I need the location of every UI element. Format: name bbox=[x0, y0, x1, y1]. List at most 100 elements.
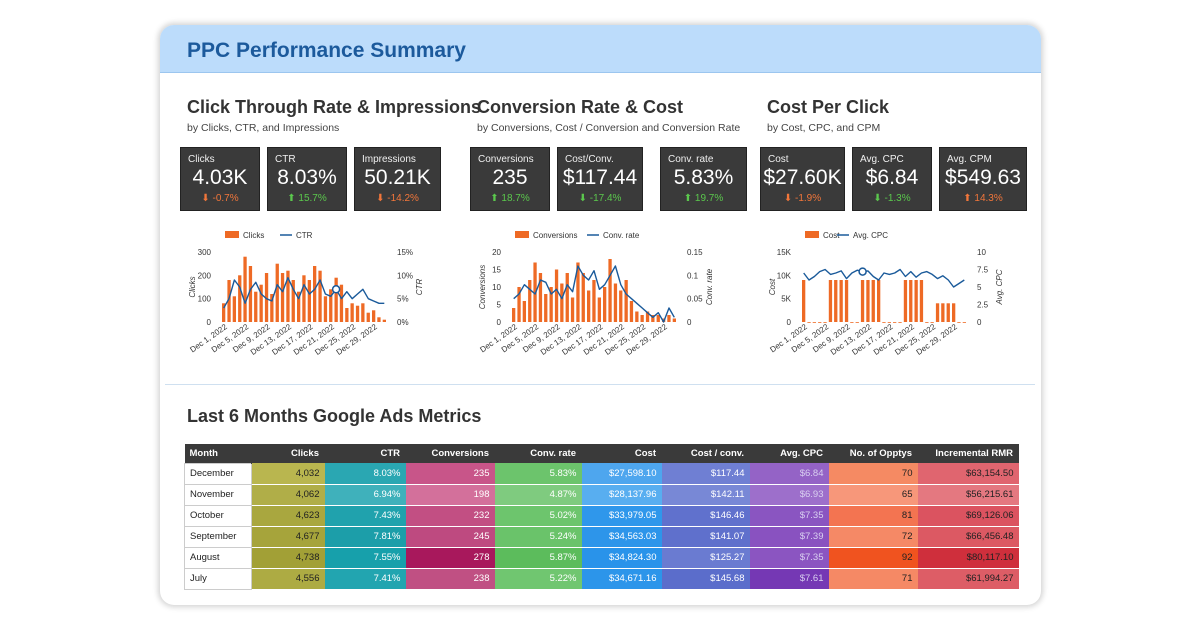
column-header[interactable]: Conversions bbox=[405, 444, 495, 463]
chart-bar bbox=[656, 315, 660, 322]
kpi-card-conversions[interactable]: Conversions 235 ⬆ 18.7% bbox=[470, 147, 550, 211]
arrow-up-icon: ⬆ bbox=[683, 193, 693, 204]
table-row: August 4,738 7.55% 278 5.87% $34,824.30 $125.2… bbox=[184, 546, 1019, 569]
chart-bar bbox=[645, 311, 650, 322]
column-header[interactable]: No. of Opptys bbox=[828, 444, 918, 463]
column-header[interactable]: CTR bbox=[324, 444, 406, 463]
metric-cell: 5.24% bbox=[494, 526, 582, 548]
chart-bar bbox=[264, 273, 269, 322]
kpi-change: ⬇ -1.9% bbox=[761, 193, 844, 204]
chart-bar bbox=[624, 280, 628, 322]
chart-bar bbox=[323, 296, 328, 322]
y2-tick-label: 0.05 bbox=[687, 295, 703, 304]
kpi-value: $117.44 bbox=[562, 166, 638, 189]
chart-bar bbox=[909, 280, 913, 322]
chart-line bbox=[803, 268, 965, 288]
chart-bar bbox=[812, 322, 816, 323]
table-row: October 4,623 7.43% 232 5.02% $33,979.05 $146.… bbox=[184, 504, 1019, 527]
kpi-card-impressions[interactable]: Impressions 50.21K ⬇ -14.2% bbox=[354, 147, 441, 211]
chart-bar bbox=[259, 284, 263, 322]
metric-cell: $80,117.10 bbox=[917, 547, 1019, 569]
section-conversion-cost: Conversion Rate & Cost by Conversions, C… bbox=[470, 97, 762, 387]
y2-axis-label: Avg. CPC bbox=[995, 269, 1004, 305]
y2-tick-label: 2.5 bbox=[977, 301, 989, 310]
metric-cell: 235 bbox=[405, 463, 495, 485]
metric-cell: 5.22% bbox=[494, 568, 582, 590]
chart-bar bbox=[581, 273, 585, 322]
metric-cell: $34,563.03 bbox=[581, 526, 662, 548]
chart-bar bbox=[254, 291, 258, 322]
chart-bar bbox=[828, 280, 833, 322]
chart-bar bbox=[855, 322, 859, 323]
kpi-card-clicks[interactable]: Clicks 4.03K ⬇ -0.7% bbox=[180, 147, 260, 211]
chart-bar bbox=[517, 287, 521, 322]
y2-axis-label: Conv. rate bbox=[705, 268, 714, 305]
legend-label: Cost bbox=[823, 231, 840, 240]
chart-bar bbox=[238, 275, 242, 322]
metric-cell: 72 bbox=[828, 526, 918, 548]
chart-bar bbox=[243, 256, 247, 322]
legend-label: CTR bbox=[296, 231, 313, 240]
table-title: Last 6 Months Google Ads Metrics bbox=[187, 406, 482, 426]
kpi-card-avg-cpm[interactable]: Avg. CPM $549.63 ⬆ 14.3% bbox=[939, 147, 1027, 211]
kpi-change-value: -1.3% bbox=[884, 193, 911, 204]
month-cell: November bbox=[184, 483, 252, 506]
kpi-card-conv-rate[interactable]: Conv. rate 5.83% ⬆ 19.7% bbox=[660, 147, 747, 211]
y-tick-label: 15 bbox=[492, 266, 501, 275]
metric-cell: 8.03% bbox=[324, 463, 406, 485]
chart-bar bbox=[672, 318, 676, 322]
kpi-change: ⬆ 18.7% bbox=[471, 193, 549, 204]
metric-cell: 232 bbox=[405, 505, 495, 527]
chart-bar bbox=[291, 280, 295, 322]
kpi-change: ⬇ -14.2% bbox=[355, 193, 440, 204]
metrics-table: Month Clicks CTR Conversions Conv. rate Cost C… bbox=[184, 444, 1019, 590]
y2-tick-label: 5 bbox=[977, 283, 982, 292]
arrow-down-icon: ⬇ bbox=[578, 193, 587, 204]
chart-bar bbox=[651, 315, 655, 322]
kpi-change: ⬇ -1.3% bbox=[853, 193, 931, 204]
legend-label: Conversions bbox=[533, 231, 577, 240]
chart-bar bbox=[270, 294, 274, 322]
kpi-card-avg-cpc[interactable]: Avg. CPC $6.84 ⬇ -1.3% bbox=[852, 147, 932, 211]
section-title: Conversion Rate & Cost bbox=[477, 97, 684, 117]
column-header[interactable]: Conv. rate bbox=[494, 444, 582, 463]
chart-bar bbox=[372, 310, 376, 322]
metric-cell: 4,677 bbox=[251, 526, 325, 548]
y-axis-label: Cost bbox=[768, 278, 777, 295]
chart-bar bbox=[882, 322, 886, 323]
metric-cell: $66,456.48 bbox=[917, 526, 1019, 548]
chart-bar bbox=[935, 303, 940, 322]
kpi-change-value: 18.7% bbox=[501, 193, 530, 204]
kpi-card-ctr[interactable]: CTR 8.03% ⬆ 15.7% bbox=[267, 147, 347, 211]
chart-bar bbox=[313, 266, 317, 322]
kpi-value: 4.03K bbox=[192, 166, 248, 189]
section-subtitle: by Cost, CPC, and CPM bbox=[767, 122, 881, 134]
column-header[interactable]: Incremental RMR bbox=[917, 444, 1019, 463]
chart-bar bbox=[227, 280, 231, 322]
column-header[interactable]: Cost / conv. bbox=[661, 444, 750, 463]
section-ctr-impressions: Click Through Rate & Impressions by Clic… bbox=[180, 97, 481, 387]
y-tick-label: 10 bbox=[492, 283, 501, 292]
chart-bar bbox=[248, 266, 253, 322]
kpi-card-cost[interactable]: Cost $27.60K ⬇ -1.9% bbox=[760, 147, 845, 211]
chart-bar bbox=[613, 283, 618, 322]
metric-cell: $63,154.50 bbox=[917, 463, 1019, 485]
column-header[interactable]: Cost bbox=[581, 444, 662, 463]
chart-bar bbox=[839, 280, 843, 322]
column-header[interactable]: Avg. CPC bbox=[749, 444, 829, 463]
kpi-change-value: 14.3% bbox=[974, 193, 1003, 204]
metric-cell: 4,032 bbox=[251, 463, 325, 485]
chart-bar bbox=[297, 291, 301, 322]
column-header[interactable]: Month bbox=[184, 444, 252, 463]
chart-bar bbox=[544, 294, 548, 322]
legend-label: Conv. rate bbox=[603, 231, 640, 240]
chart-conversions-rate: Conversions Conv. rate 0 5 10 15 20 0 0.05 0.1 0.1… bbox=[478, 231, 714, 357]
section-subtitle: by Clicks, CTR, and Impressions bbox=[187, 122, 340, 134]
chart-bar bbox=[592, 280, 596, 322]
table-header-row: Month Clicks CTR Conversions Conv. rate Cost C… bbox=[184, 444, 1019, 463]
chart-bar bbox=[877, 280, 881, 322]
kpi-card-cost-per-conv[interactable]: Cost/Conv. $117.44 ⬇ -17.4% bbox=[557, 147, 643, 211]
column-header[interactable]: Clicks bbox=[251, 444, 325, 463]
chart-bar bbox=[512, 308, 516, 322]
